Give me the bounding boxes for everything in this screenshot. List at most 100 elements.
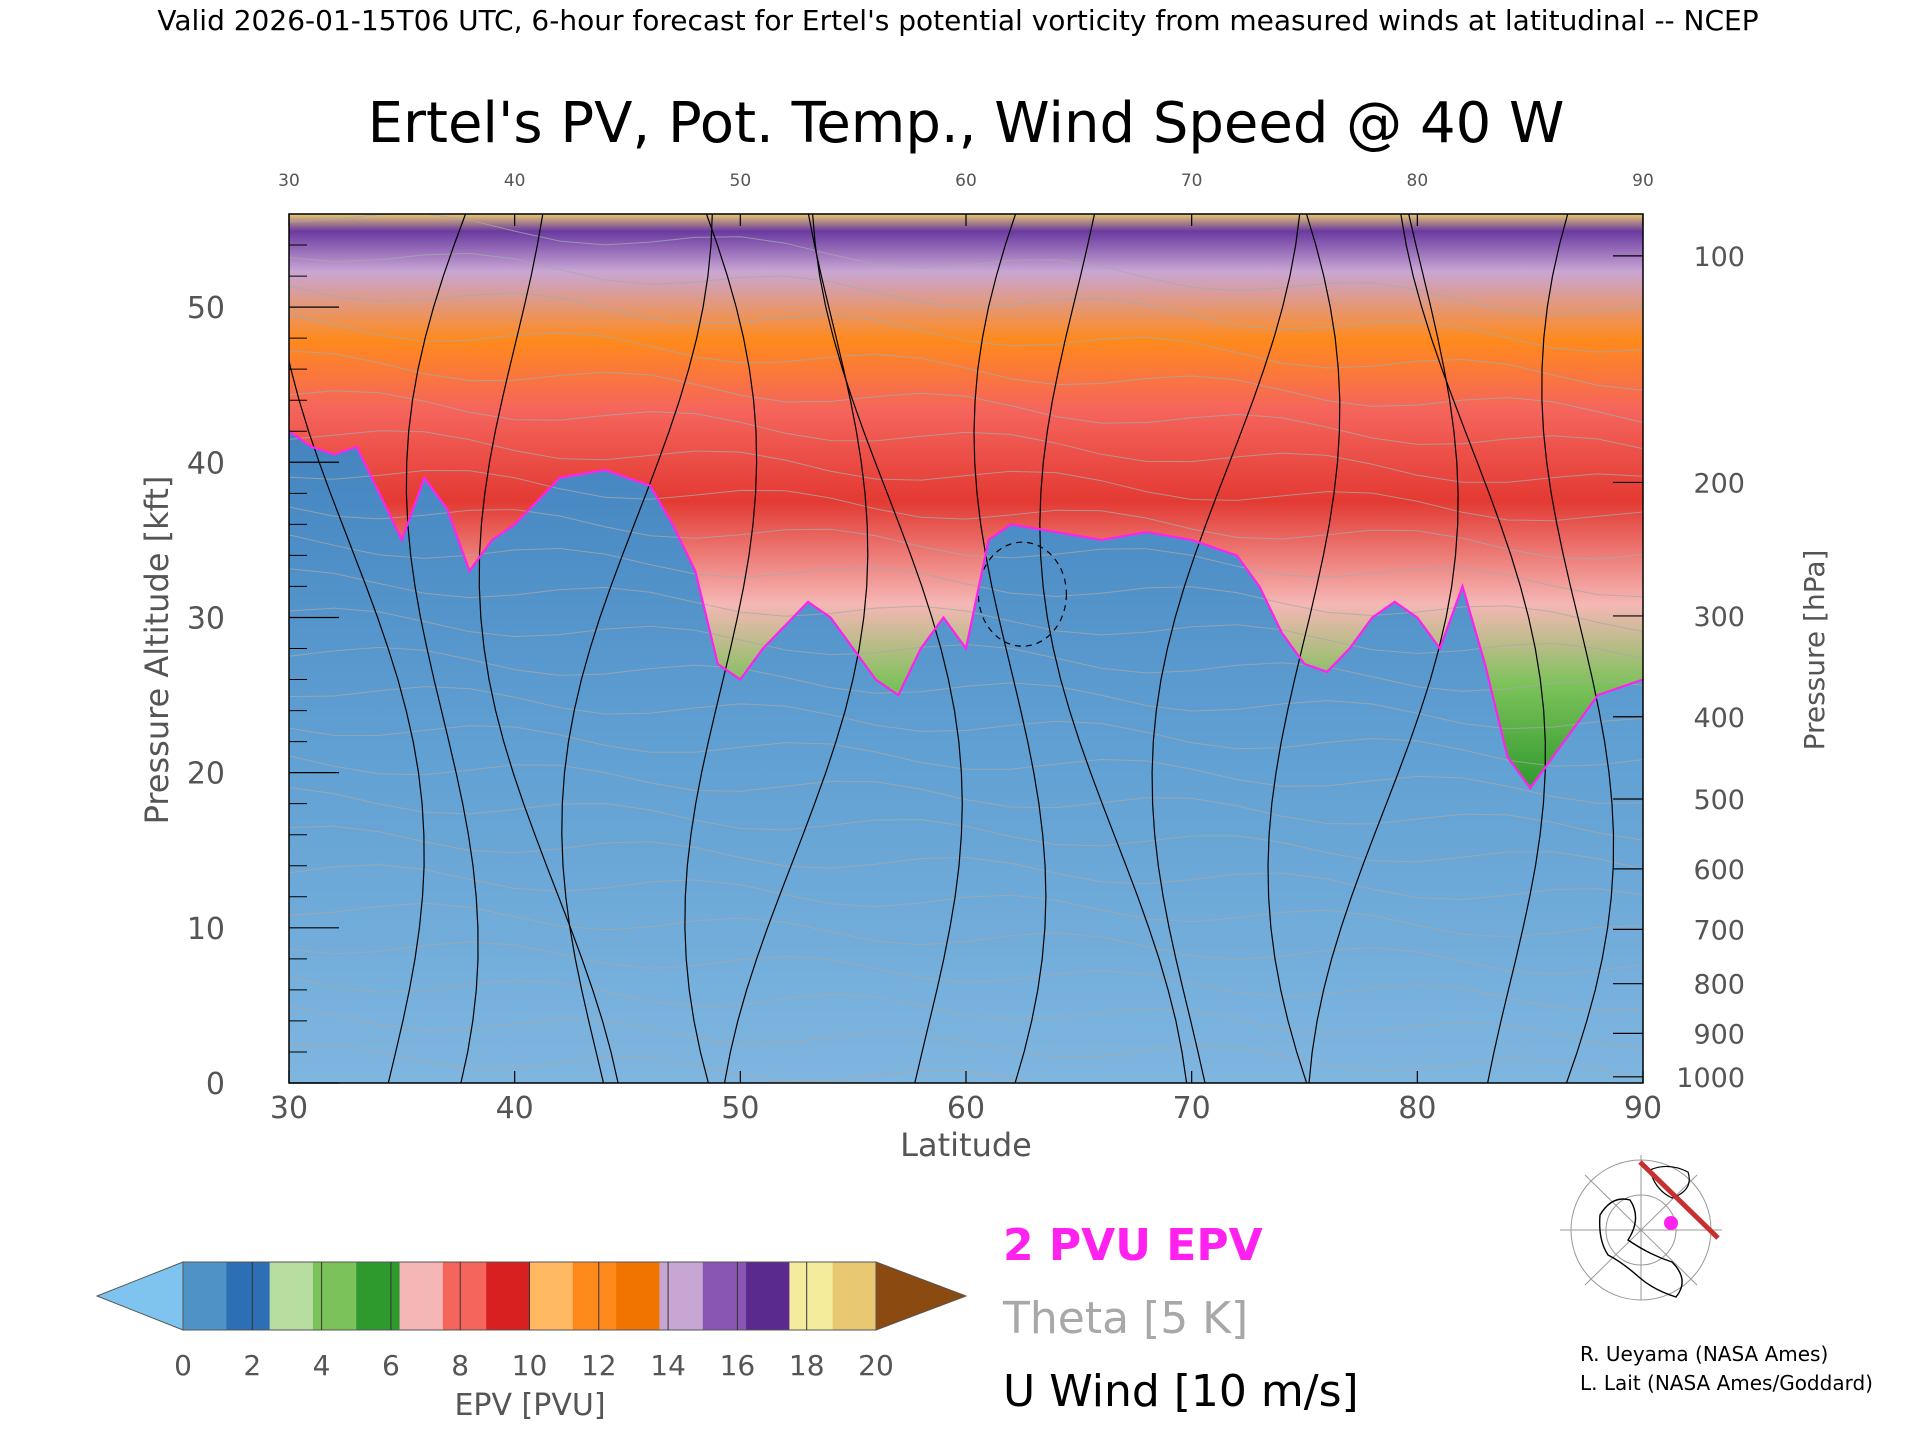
pressure-tick-label: 1000 <box>1676 1063 1745 1094</box>
theta-line <box>289 390 1643 483</box>
u-wind-line <box>289 357 425 1083</box>
colorbar-tick-label: 4 <box>313 1349 331 1382</box>
x-tick-top-label: 90 <box>1632 171 1654 191</box>
colorbar-swatch <box>269 1262 314 1330</box>
theta-line <box>289 469 1643 560</box>
colorbar-tick-label: 0 <box>174 1349 192 1382</box>
y-axis-label: Pressure Altitude [kft] <box>138 476 176 825</box>
plot-area <box>289 214 1643 1083</box>
u-wind-line <box>1039 214 1188 1083</box>
colorbar-swatch <box>486 1262 530 1330</box>
theta-line <box>289 534 1643 633</box>
theta-line <box>289 864 1643 938</box>
y-tick-label: 0 <box>206 1067 225 1102</box>
colorbar-swatch <box>702 1262 747 1330</box>
colorbar-tick-label: 18 <box>789 1349 825 1382</box>
u-wind-line <box>1267 214 1341 1083</box>
colorbar-tick-label: 10 <box>512 1349 548 1382</box>
theta-line <box>289 941 1643 1012</box>
pressure-tick-label: 900 <box>1693 1019 1745 1050</box>
legend-wind: U Wind [10 m/s] <box>1003 1366 1359 1417</box>
u-wind-line <box>684 214 758 1083</box>
theta-line <box>289 252 1643 353</box>
u-wind-contours <box>289 214 1615 1083</box>
u-wind-line <box>973 214 1047 1083</box>
x-tick-top-label: 60 <box>955 171 977 191</box>
y-tick-label: 50 <box>187 291 225 326</box>
colorbar-swatch <box>832 1262 877 1330</box>
y-axis-right-pressure: 100 200 300 400 500 600 700 800 900 1000 <box>1613 242 1745 1094</box>
u-wind-line <box>723 214 869 1083</box>
u-wind-line <box>561 214 713 1083</box>
theta-line <box>289 646 1643 730</box>
x-tick-label: 30 <box>270 1091 308 1126</box>
theta-line <box>289 825 1643 901</box>
colorbar-swatch <box>226 1262 271 1330</box>
x-axis-top: 30 40 50 60 70 80 90 <box>278 171 1654 226</box>
theta-line <box>289 755 1643 841</box>
legend-pv: 2 PVU EPV <box>1003 1220 1263 1271</box>
u-wind-line <box>1151 214 1301 1083</box>
stratosphere-fill <box>289 214 1643 789</box>
theta-line <box>289 725 1643 804</box>
x-tick-top-label: 80 <box>1407 171 1429 191</box>
colorbar-swatch <box>746 1262 790 1330</box>
u-wind-line <box>1400 214 1546 1083</box>
x-axis-bottom: 30 40 50 60 70 80 90 <box>270 1071 1662 1126</box>
colorbar-swatch <box>399 1262 444 1330</box>
y-tick-label: 20 <box>187 757 225 792</box>
theta-contours <box>289 214 1643 1083</box>
colorbar-swatch <box>616 1262 660 1330</box>
2pvu-contour <box>289 430 1643 791</box>
colorbar-swatch <box>183 1262 227 1330</box>
y-tick-label: 40 <box>187 446 225 481</box>
credit-1: R. Ueyama (NASA Ames) <box>1580 1342 1828 1366</box>
theta-line <box>289 285 1643 391</box>
theta-line <box>289 350 1643 450</box>
colorbar-tick-label: 16 <box>720 1349 756 1382</box>
pressure-tick-label: 800 <box>1693 970 1745 1001</box>
locator-map <box>1543 1152 1739 1302</box>
y-axis-left: 0 10 20 30 40 50 <box>187 244 339 1102</box>
x-axis-label: Latitude <box>900 1126 1032 1164</box>
u-wind-line <box>478 214 619 1083</box>
x-tick-label: 60 <box>947 1091 985 1126</box>
x-tick-label: 90 <box>1624 1091 1662 1126</box>
colorbar-swatch <box>789 1262 834 1330</box>
y-tick-label: 30 <box>187 601 225 636</box>
page-header: Valid 2026-01-15T06 UTC, 6-hour forecast… <box>157 4 1758 37</box>
colorbar-swatch <box>356 1262 401 1330</box>
u-wind-line <box>1541 214 1615 1083</box>
theta-line <box>289 686 1643 767</box>
epv-colorbar: 0 2 4 6 8 10 12 14 16 18 20 <box>95 1261 968 1382</box>
pressure-tick-label: 700 <box>1693 915 1745 946</box>
theta-line <box>289 1006 1643 1080</box>
pressure-tick-label: 300 <box>1693 602 1745 633</box>
x-tick-label: 80 <box>1398 1091 1436 1126</box>
theta-line <box>289 314 1643 423</box>
colorbar-swatch <box>659 1262 704 1330</box>
colorbar-tick-label: 14 <box>650 1349 686 1382</box>
credit-2: L. Lait (NASA Ames/Goddard) <box>1580 1371 1873 1395</box>
x-tick-top-label: 40 <box>504 171 526 191</box>
colorbar-swatch <box>529 1262 574 1330</box>
legend-theta: Theta [5 K] <box>1002 1293 1248 1344</box>
y-tick-label: 10 <box>187 912 225 947</box>
colorbar-tick-label: 8 <box>451 1349 469 1382</box>
chart-title: Ertel's PV, Pot. Temp., Wind Speed @ 40 … <box>368 91 1565 156</box>
x-tick-label: 70 <box>1173 1091 1211 1126</box>
colorbar-label: EPV [PVU] <box>454 1388 605 1423</box>
colorbar-tick-label: 2 <box>243 1349 261 1382</box>
colorbar-high-arrow <box>875 1261 968 1331</box>
u-wind-negative-contour <box>977 541 1068 647</box>
u-wind-line <box>812 214 963 1083</box>
theta-line <box>289 506 1643 598</box>
pressure-tick-label: 200 <box>1693 468 1745 499</box>
colorbar-swatch <box>312 1262 357 1330</box>
pressure-tick-label: 100 <box>1693 242 1745 273</box>
theta-line <box>289 568 1643 660</box>
x-tick-top-label: 30 <box>278 171 300 191</box>
pressure-tick-label: 400 <box>1693 703 1745 734</box>
